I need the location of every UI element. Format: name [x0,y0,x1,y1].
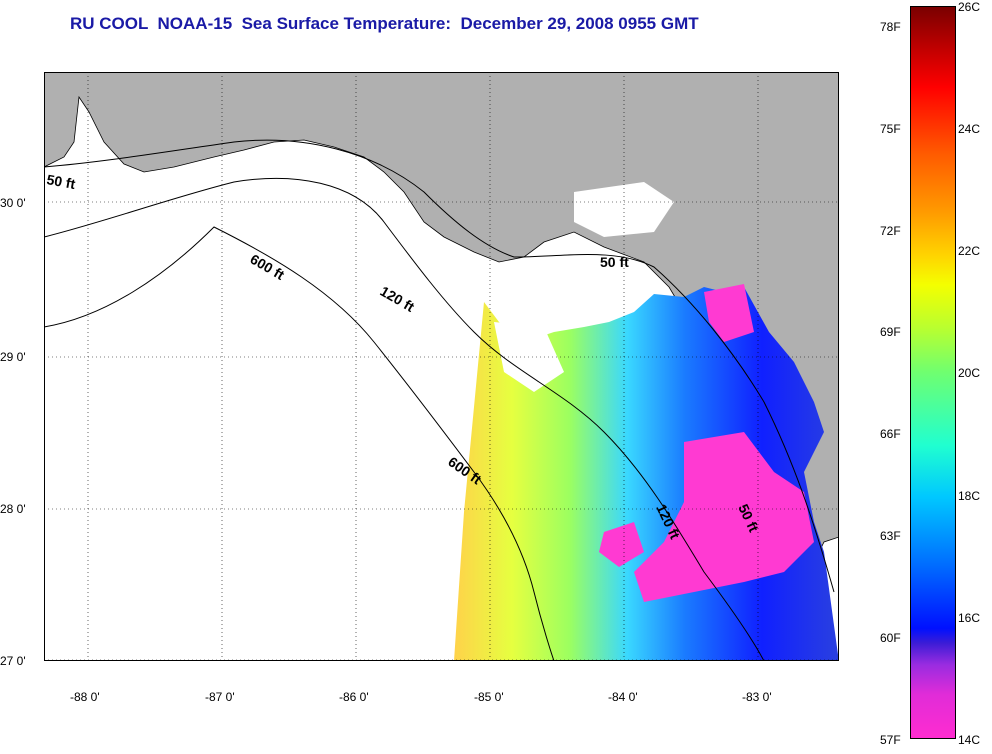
cold-patch-1 [704,284,754,342]
colorbar-f-label: 60F [880,631,901,645]
sst-map: 50 ft 600 ft 120 ft 50 ft 600 ft 120 ft … [44,72,839,661]
map-title: RU COOL NOAA-15 Sea Surface Temperature:… [70,14,699,33]
colorbar-f-label: 63F [880,529,901,543]
contour-50ft-line [44,139,835,593]
colorbar-f-label: 69F [880,325,901,339]
colorbar-f-label: 66F [880,427,901,441]
contour-600ft-line [44,226,555,661]
colorbar-f-label: 72F [880,224,901,238]
lon-tick-label: -88 0' [70,690,100,704]
contour-120ft-line [44,177,765,661]
temperature-colorbar [910,6,956,739]
colorbar-f-label: 57F [880,733,901,747]
lon-tick-label: -84 0' [608,690,638,704]
cold-patch-3 [599,522,644,567]
contour-label: 50 ft [45,171,76,192]
colorbar-c-label: 16C [958,611,981,625]
lat-tick-label: 28 0' [0,502,26,516]
colorbar-c-label: 20C [958,366,981,380]
lat-tick-label: 29 0' [0,350,26,364]
map-border [44,72,839,661]
colorbar-f-label: 78F [880,20,901,34]
cloud-patch-1 [494,267,634,322]
contour-label: 50 ft [600,254,629,270]
lat-tick-label: 30 0' [0,196,26,210]
lon-tick-label: -86 0' [339,690,369,704]
colorbar-c-label: 22C [958,244,981,258]
colorbar-c-label: 18C [958,489,981,503]
lat-tick-label: 27 0' [0,654,26,668]
cold-patch-2 [634,432,814,602]
lon-tick-label: -87 0' [205,690,235,704]
cloud-patch-2 [574,182,674,237]
colorbar-f-label: 75F [880,122,901,136]
lon-tick-label: -83 0' [742,690,772,704]
colorbar-c-label: 14C [958,733,981,747]
lon-tick-label: -85 0' [474,690,504,704]
colorbar-c-label: 26C [958,0,981,14]
colorbar-c-label: 24C [958,122,981,136]
